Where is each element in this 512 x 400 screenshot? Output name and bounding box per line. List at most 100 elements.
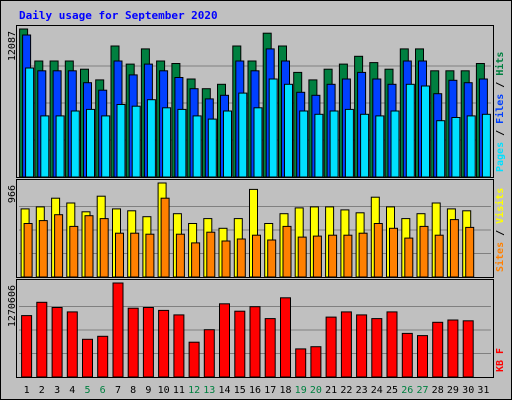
day-label-10: 10: [158, 385, 170, 396]
bar-pages-day-14: [223, 110, 232, 178]
bar-pages-day-30: [466, 115, 476, 178]
bar-sites-day-22: [343, 234, 353, 278]
bar-kbf-day-14: [219, 303, 230, 378]
bar-pages-day-27: [421, 85, 430, 178]
bar-pages-day-16: [253, 107, 263, 178]
bar-kbf-day-15: [234, 310, 246, 378]
bar-sites-day-2: [38, 220, 48, 278]
bar-pages-day-2: [40, 115, 50, 178]
legend-kbf: KB F: [495, 348, 506, 372]
day-label-7: 7: [115, 385, 121, 396]
bar-sites-day-28: [434, 234, 444, 278]
bar-sites-day-10: [160, 197, 170, 278]
panel-hits-files-pages: 12087: [7, 25, 494, 178]
legend-hits: Hits: [494, 52, 506, 76]
bar-pages-day-22: [344, 108, 354, 178]
bar-kbf-day-8: [127, 307, 139, 378]
bar-kbf-day-6: [97, 335, 109, 378]
bar-kbf-day-21: [325, 316, 337, 378]
day-label-8: 8: [130, 385, 136, 396]
bar-sites-day-23: [358, 232, 368, 278]
bar-kbf-day-18: [280, 297, 291, 378]
bar-pages-day-17: [268, 78, 278, 178]
bar-pages-day-23: [360, 113, 370, 178]
day-label-14: 14: [218, 385, 230, 396]
bar-sites-day-18: [282, 225, 292, 278]
day-label-19: 19: [295, 385, 307, 396]
bar-sites-day-12: [191, 242, 201, 278]
day-label-3: 3: [54, 385, 60, 396]
day-label-26: 26: [401, 385, 413, 396]
bar-kbf-day-24: [371, 318, 383, 378]
bar-kbf-day-5: [82, 338, 93, 378]
bar-kbf-day-3: [51, 307, 63, 378]
bar-kbf-day-10: [158, 309, 170, 378]
series-kbf: [21, 282, 474, 378]
bar-pages-day-1: [25, 67, 35, 178]
legend-pages: Pages: [495, 142, 506, 172]
bar-pages-day-19: [299, 110, 309, 178]
day-label-23: 23: [356, 385, 368, 396]
bar-sites-day-25: [389, 227, 398, 278]
bar-sites-day-17: [267, 239, 277, 278]
day-label-6: 6: [100, 385, 106, 396]
bar-sites-day-19: [297, 236, 307, 278]
bar-sites-day-3: [54, 214, 64, 278]
bar-sites-day-13: [206, 231, 216, 278]
bar-pages-day-18: [284, 83, 293, 178]
day-label-5: 5: [84, 385, 90, 396]
day-label-9: 9: [145, 385, 151, 396]
bar-kbf-day-13: [203, 329, 215, 378]
chart-title: Daily usage for September 2020: [19, 9, 218, 22]
day-label-18: 18: [279, 385, 291, 396]
day-label-20: 20: [310, 385, 322, 396]
bar-kbf-day-22: [340, 311, 352, 378]
bar-sites-day-16: [252, 234, 261, 278]
chart-panels: 12087 966 1270606: [7, 25, 494, 378]
bar-kbf-day-25: [386, 311, 398, 378]
day-label-28: 28: [432, 385, 444, 396]
bar-sites-day-5: [84, 215, 94, 278]
bar-kbf-day-2: [36, 301, 48, 378]
bar-kbf-day-16: [249, 306, 261, 378]
legend-sep: /: [495, 124, 506, 142]
bar-kbf-day-23: [356, 314, 368, 378]
bar-kbf-day-28: [432, 321, 444, 378]
legend-files: Files: [494, 94, 506, 124]
bar-kbf-day-7: [112, 282, 124, 378]
panel-kbytes: 1270606: [7, 279, 494, 378]
bar-sites-day-4: [69, 225, 79, 278]
bar-sites-day-20: [312, 235, 322, 278]
bar-pages-day-25: [390, 110, 400, 178]
bar-kbf-day-26: [401, 332, 413, 378]
axis-max-label: 12087: [7, 31, 18, 61]
day-label-12: 12: [188, 385, 200, 396]
day-label-13: 13: [203, 385, 215, 396]
bar-kbf-day-1: [21, 315, 33, 378]
bar-sites-day-7: [115, 232, 124, 278]
series-sites: [23, 197, 475, 278]
bar-pages-day-21: [329, 110, 339, 178]
day-label-21: 21: [325, 385, 337, 396]
bar-kbf-day-20: [310, 346, 322, 378]
bar-pages-day-3: [55, 115, 65, 178]
day-label-1: 1: [24, 385, 30, 396]
legend: Pages / Files / Hits: [494, 52, 506, 172]
bar-sites-day-21: [328, 234, 338, 278]
bar-pages-day-15: [238, 92, 248, 178]
bar-pages-day-13: [207, 118, 217, 178]
bar-sites-day-29: [449, 219, 459, 278]
bar-sites-day-8: [130, 232, 140, 278]
bar-pages-day-5: [86, 108, 95, 178]
day-label-25: 25: [386, 385, 398, 396]
bar-kbf-day-19: [295, 348, 307, 378]
bar-kbf-day-17: [264, 318, 276, 378]
bar-sites-day-30: [465, 226, 475, 278]
bar-kbf-day-29: [447, 319, 459, 378]
bar-kbf-day-4: [66, 311, 78, 378]
bar-sites-day-11: [175, 233, 185, 278]
day-label-30: 30: [462, 385, 474, 396]
day-labels: 1 2 3 4 5 6 7 8 9 10 11 12 13 14 15 16 17 18 19 20 21 22 23 24 2…: [24, 385, 490, 396]
